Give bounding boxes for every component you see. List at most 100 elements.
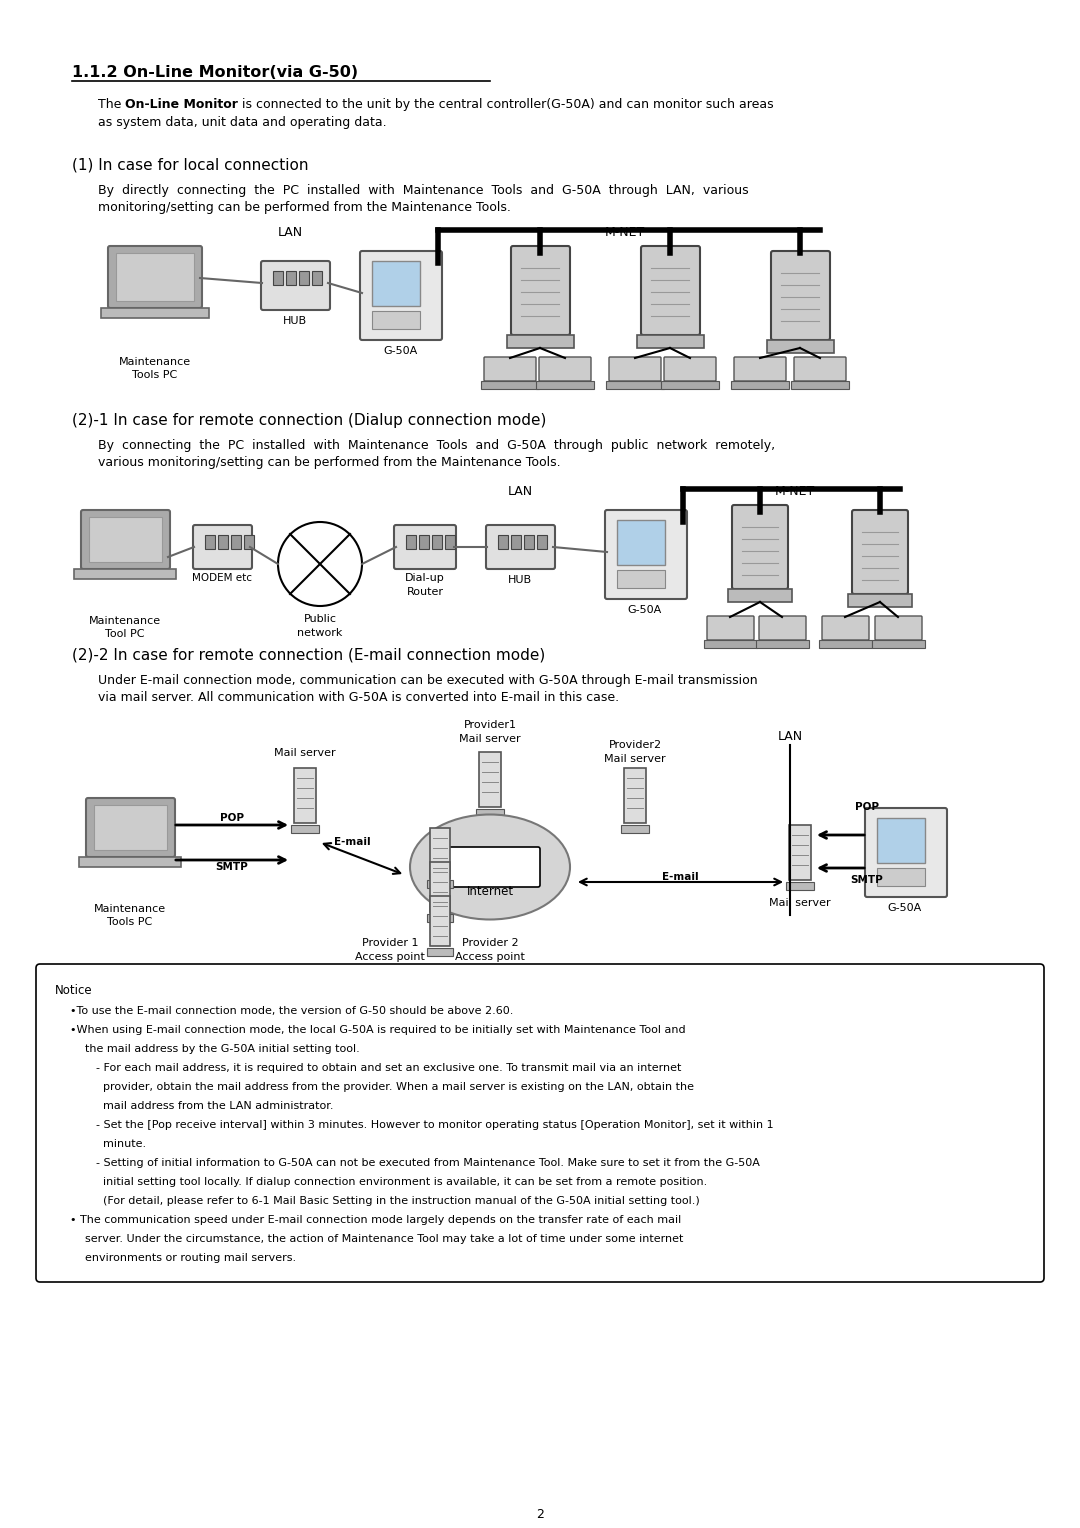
Text: HUB: HUB [508, 575, 532, 585]
Text: 1.1.2 On-Line Monitor(via G-50): 1.1.2 On-Line Monitor(via G-50) [72, 66, 359, 79]
Bar [427, 947, 453, 957]
Bar [536, 380, 594, 390]
Bar [89, 516, 162, 562]
Bar [789, 825, 811, 880]
Text: network: network [297, 628, 342, 639]
FancyBboxPatch shape [511, 246, 570, 335]
Bar [427, 914, 453, 921]
Bar [312, 270, 322, 286]
Text: Mail server: Mail server [274, 749, 336, 758]
Text: LAN: LAN [778, 730, 802, 743]
Text: minute.: minute. [82, 1138, 146, 1149]
FancyBboxPatch shape [108, 246, 202, 309]
Text: Provider1: Provider1 [463, 720, 516, 730]
Bar [480, 752, 501, 807]
FancyBboxPatch shape [852, 510, 908, 594]
Text: the mail address by the G-50A initial setting tool.: the mail address by the G-50A initial se… [78, 1044, 360, 1054]
Text: Public: Public [303, 614, 337, 623]
Text: environments or routing mail servers.: environments or routing mail servers. [78, 1253, 296, 1264]
Bar [427, 880, 453, 888]
Circle shape [278, 523, 362, 607]
Text: Router: Router [406, 587, 444, 597]
Bar [94, 805, 167, 850]
Text: 2: 2 [536, 1508, 544, 1520]
Text: (For detail, please refer to 6-1 Mail Basic Setting in the instruction manual of: (For detail, please refer to 6-1 Mail Ba… [82, 1196, 700, 1206]
Bar [877, 817, 924, 863]
Text: Access point: Access point [455, 952, 525, 963]
Text: E-mail: E-mail [334, 837, 370, 847]
Bar [445, 535, 455, 549]
Text: Tools PC: Tools PC [107, 917, 152, 927]
Text: LAN: LAN [508, 484, 532, 498]
Bar [511, 535, 521, 549]
Text: HUB: HUB [283, 316, 307, 325]
Text: Maintenance: Maintenance [89, 616, 161, 626]
FancyBboxPatch shape [394, 526, 456, 568]
FancyBboxPatch shape [609, 358, 661, 380]
Bar [507, 335, 573, 348]
Bar [372, 261, 420, 306]
Text: as system data, unit data and operating data.: as system data, unit data and operating … [98, 116, 387, 128]
FancyBboxPatch shape [486, 526, 555, 568]
FancyBboxPatch shape [734, 358, 786, 380]
Text: Mail server: Mail server [769, 898, 831, 908]
FancyBboxPatch shape [664, 358, 716, 380]
Bar [231, 535, 241, 549]
FancyBboxPatch shape [193, 526, 252, 568]
FancyBboxPatch shape [36, 964, 1044, 1282]
Text: Maintenance: Maintenance [119, 358, 191, 367]
Text: •To use the E-mail connection mode, the version of G-50 should be above 2.60.: •To use the E-mail connection mode, the … [70, 1005, 513, 1016]
Bar [244, 535, 254, 549]
Text: POP: POP [220, 813, 244, 824]
FancyBboxPatch shape [865, 808, 947, 897]
Text: (2)-1 In case for remote connection (Dialup connection mode): (2)-1 In case for remote connection (Dia… [72, 413, 546, 428]
Text: Notice: Notice [55, 984, 93, 996]
FancyBboxPatch shape [759, 616, 806, 640]
Bar [621, 825, 649, 833]
Text: (2)-2 In case for remote connection (E-mail connection mode): (2)-2 In case for remote connection (E-m… [72, 648, 545, 663]
Bar [75, 568, 176, 579]
Text: •When using E-mail connection mode, the local G-50A is required to be initially : •When using E-mail connection mode, the … [70, 1025, 686, 1034]
Text: provider, obtain the mail address from the provider. When a mail server is exist: provider, obtain the mail address from t… [82, 1082, 694, 1093]
Bar [731, 380, 789, 390]
Text: G-50A: G-50A [383, 345, 417, 356]
Bar [116, 254, 194, 301]
Bar [299, 270, 309, 286]
FancyBboxPatch shape [642, 246, 700, 335]
Text: SMTP: SMTP [851, 876, 883, 885]
Bar [102, 309, 210, 318]
Bar [430, 862, 450, 912]
Bar [291, 825, 319, 833]
Text: Mail server: Mail server [604, 753, 665, 764]
FancyBboxPatch shape [484, 358, 536, 380]
Text: SMTP: SMTP [216, 862, 248, 872]
Text: server. Under the circumstance, the action of Maintenance Tool may take a lot of: server. Under the circumstance, the acti… [78, 1235, 684, 1244]
Text: Provider2: Provider2 [608, 740, 662, 750]
FancyBboxPatch shape [81, 510, 170, 568]
FancyBboxPatch shape [732, 504, 788, 588]
Text: Tools PC: Tools PC [133, 370, 177, 380]
FancyBboxPatch shape [261, 261, 330, 310]
Bar [877, 868, 924, 886]
Bar [430, 828, 450, 879]
FancyBboxPatch shape [539, 358, 591, 380]
Bar [406, 535, 416, 549]
Text: Maintenance: Maintenance [94, 905, 166, 914]
Text: monitoring/setting can be performed from the Maintenance Tools.: monitoring/setting can be performed from… [98, 202, 511, 214]
FancyBboxPatch shape [440, 847, 540, 886]
Bar [286, 270, 296, 286]
Text: By  connecting  the  PC  installed  with  Maintenance  Tools  and  G-50A  throug: By connecting the PC installed with Main… [98, 439, 775, 452]
Bar [756, 640, 809, 648]
Ellipse shape [410, 814, 570, 920]
Bar [273, 270, 283, 286]
Text: Provider 2: Provider 2 [461, 938, 518, 947]
Text: The: The [98, 98, 125, 112]
Text: By  directly  connecting  the  PC  installed  with  Maintenance  Tools  and  G-5: By directly connecting the PC installed … [98, 183, 748, 197]
Bar [661, 380, 719, 390]
Bar [498, 535, 508, 549]
Text: Tool PC: Tool PC [105, 630, 145, 639]
Text: POP: POP [855, 802, 879, 811]
Bar [819, 640, 872, 648]
Text: Provider 1: Provider 1 [362, 938, 418, 947]
FancyBboxPatch shape [86, 798, 175, 857]
